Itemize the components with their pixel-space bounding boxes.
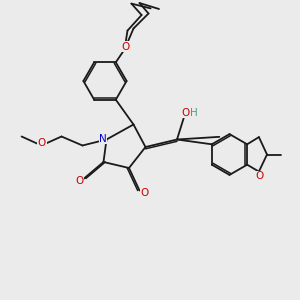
- Text: O: O: [122, 41, 130, 52]
- Text: N: N: [99, 134, 107, 144]
- Text: O: O: [255, 171, 264, 181]
- Text: H: H: [190, 108, 198, 118]
- Text: O: O: [75, 176, 84, 186]
- Text: O: O: [140, 188, 149, 198]
- Text: O: O: [38, 137, 46, 148]
- Text: O: O: [181, 107, 189, 118]
